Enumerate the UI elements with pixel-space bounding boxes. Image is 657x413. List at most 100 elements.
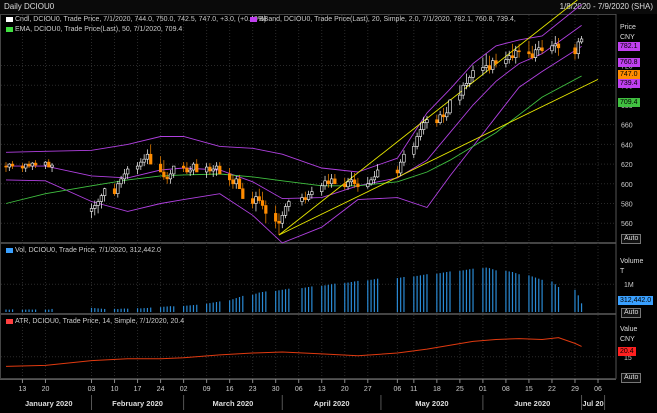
candle-body <box>145 153 150 160</box>
candle-body <box>415 136 419 147</box>
price-tick-label: 580 <box>621 202 633 209</box>
volume-auto-button[interactable]: Auto <box>621 308 642 318</box>
x-day-label: 03 <box>88 386 96 393</box>
candle-body <box>103 188 107 196</box>
candle-body <box>484 65 488 68</box>
x-day-label: 23 <box>249 386 257 393</box>
candle-body <box>251 198 255 204</box>
candle-body <box>487 65 492 70</box>
candle-body <box>182 165 186 169</box>
atr-auto-button[interactable]: Auto <box>621 373 642 383</box>
candle-body <box>504 59 508 64</box>
candle-body <box>234 178 238 185</box>
x-month-label: February 2020 <box>112 399 163 408</box>
x-day-label: 16 <box>226 386 234 393</box>
x-day-label: 13 <box>318 386 326 393</box>
candle-body <box>33 162 38 166</box>
candle-body <box>576 41 580 55</box>
candle-body <box>553 43 557 47</box>
candle-body <box>30 162 34 167</box>
x-month-label: January 2020 <box>25 399 73 408</box>
candle-body <box>346 181 350 188</box>
candle-body <box>471 70 475 78</box>
price-tick-label: 600 <box>621 182 633 189</box>
price-auto-button[interactable]: Auto <box>621 234 642 244</box>
candle-body <box>422 122 426 130</box>
legend-atr[interactable]: ATR, DCIOU0, Trade Price, 14, Simple, 7/… <box>6 318 184 325</box>
candle-body <box>27 163 31 167</box>
series-atr <box>5 337 582 367</box>
candle-body <box>556 43 561 49</box>
candle-body <box>237 178 242 190</box>
tag-atr: 20.4 <box>618 347 636 356</box>
candle-body <box>7 163 11 168</box>
x-day-label: 30 <box>272 386 280 393</box>
candle-body <box>126 168 130 175</box>
series-bband-middle <box>6 25 582 200</box>
candle-body <box>260 200 265 206</box>
candle-body <box>514 50 518 58</box>
candle-body <box>537 47 541 51</box>
x-day-label: 20 <box>341 386 349 393</box>
candle-body <box>369 179 373 185</box>
candle-body <box>527 51 531 55</box>
candle-body <box>491 60 495 70</box>
series-trendline-1 <box>278 0 579 236</box>
candle-body <box>208 166 212 172</box>
candle-body <box>448 99 452 114</box>
price-axis-title: Price <box>620 24 636 31</box>
tag-bband-upper: 782.1 <box>618 42 640 51</box>
candle-body <box>458 94 462 101</box>
atr-axis-unit: CNY <box>620 336 635 343</box>
candle-body <box>573 47 577 55</box>
candle-body <box>214 165 219 170</box>
legend-candle[interactable]: Cndl, DCIOU0, Trade Price, 7/1/2020, 744… <box>6 16 266 23</box>
atr-icon <box>6 318 13 324</box>
x-day-label: 17 <box>134 386 142 393</box>
candle-body <box>461 84 465 96</box>
candle-body <box>445 112 449 118</box>
candle-body <box>395 169 399 174</box>
series-bband-upper <box>5 4 582 173</box>
candle-body <box>349 179 353 183</box>
candle-body <box>372 176 376 181</box>
price-tick-label: 660 <box>621 123 633 130</box>
candle-body <box>205 166 209 173</box>
candle-body <box>142 158 146 163</box>
tag-last-price: 747.0 <box>618 70 640 79</box>
candle-body <box>254 196 258 204</box>
date-range: 1/8/2020 - 7/9/2020 (SHA) <box>559 2 653 11</box>
candle-body <box>119 178 123 185</box>
x-axis-bg <box>0 379 657 413</box>
candle-body <box>24 163 28 169</box>
candle-body <box>165 176 169 180</box>
candle-body <box>241 188 245 199</box>
candle-body <box>287 201 291 207</box>
x-day-label: 27 <box>364 386 372 393</box>
candle-body <box>399 161 403 174</box>
candle-body <box>135 165 140 170</box>
candle-body <box>530 53 534 58</box>
price-tick-label: 640 <box>621 142 633 149</box>
volume-tick-label: 1M <box>624 282 634 289</box>
legend-candle-text: Cndl, DCIOU0, Trade Price, 7/1/2020, 744… <box>15 16 267 23</box>
x-month-label: Jul 20 <box>582 399 603 408</box>
legend-ema[interactable]: EMA, DCIOU0, Trade Price(Last), 50, 7/1/… <box>6 26 182 33</box>
candle-body <box>89 208 94 212</box>
candle-body <box>356 183 360 188</box>
candle-body <box>10 163 15 167</box>
x-day-label: 08 <box>502 386 510 393</box>
atr-tick-label: 15 <box>624 355 632 362</box>
x-month-label: May 2020 <box>415 399 448 408</box>
volume-axis-title: Volume <box>620 258 644 265</box>
x-day-label: 24 <box>157 386 165 393</box>
x-day-label: 10 <box>111 386 119 393</box>
price-tick-label: 620 <box>621 162 633 169</box>
candle-body <box>507 55 511 60</box>
x-day-label: 02 <box>180 386 188 393</box>
legend-bband[interactable]: BBand, DCIOU0, Trade Price(Last), 20, Si… <box>250 16 516 23</box>
legend-volume[interactable]: Vol, DCIOU0, Trade Price, 7/1/2020, 312,… <box>6 247 161 254</box>
x-day-label: 18 <box>433 386 441 393</box>
candle-body <box>191 163 196 171</box>
